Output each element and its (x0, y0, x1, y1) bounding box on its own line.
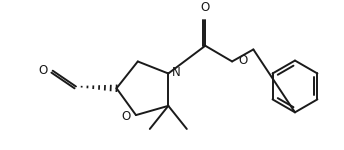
Text: O: O (239, 54, 248, 67)
Text: N: N (172, 66, 181, 79)
Text: O: O (38, 64, 47, 77)
Text: O: O (201, 1, 210, 14)
Text: O: O (121, 110, 130, 123)
